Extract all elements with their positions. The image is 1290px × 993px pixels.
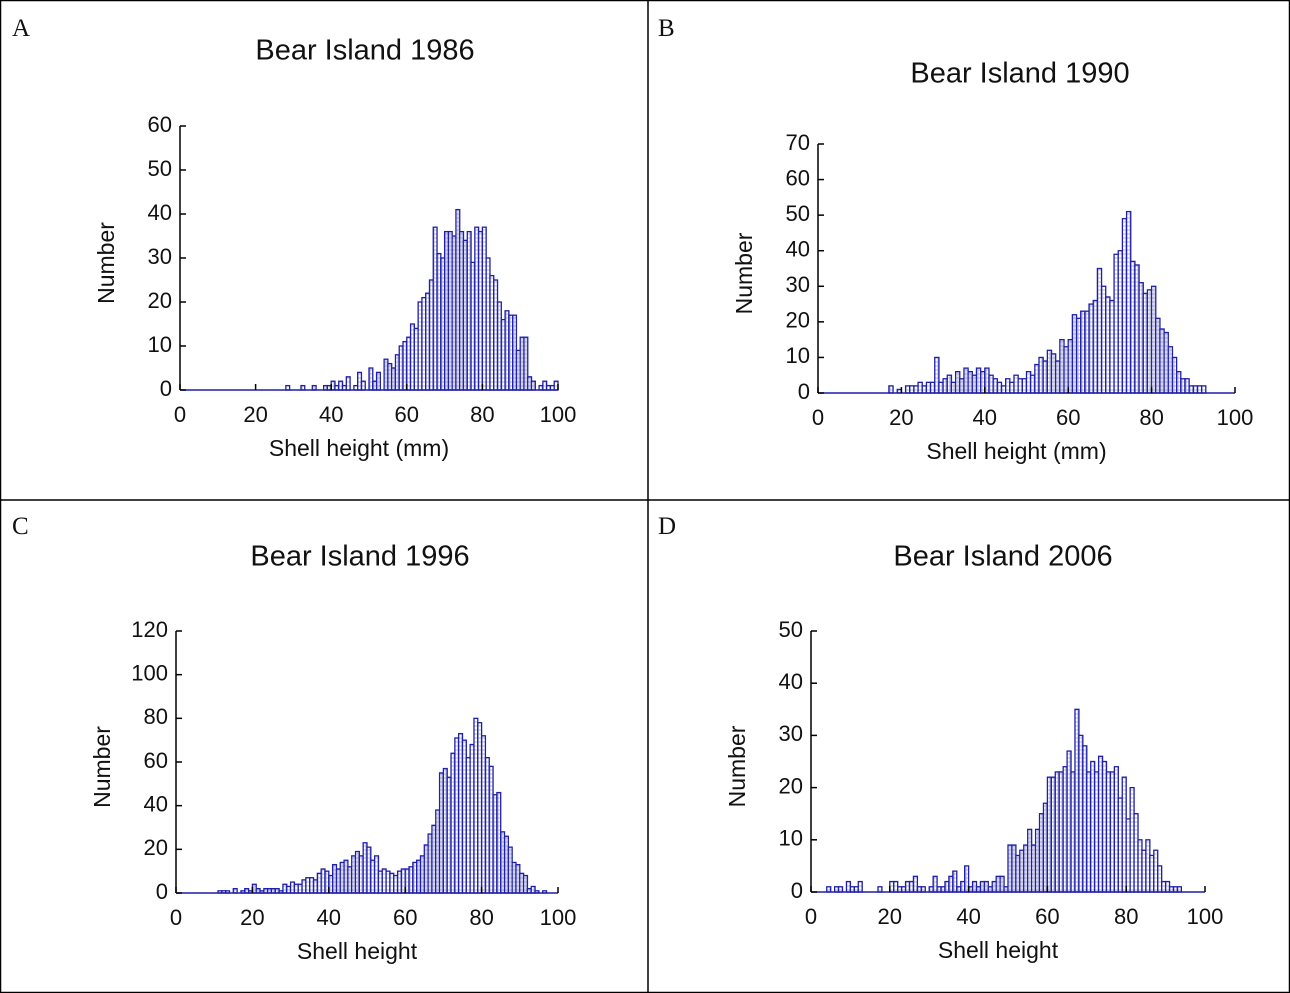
x-tick-label: 80	[1139, 405, 1163, 430]
bar	[837, 886, 844, 893]
bar	[877, 886, 883, 893]
y-tick-label: 30	[148, 244, 172, 269]
bar	[345, 376, 351, 391]
y-tick-label: 20	[779, 773, 803, 798]
y-tick-label: 0	[791, 878, 803, 903]
y-tick-label: 40	[779, 669, 803, 694]
x-axis-label: Shell height (mm)	[269, 435, 449, 461]
x-axis-label: Shell height	[938, 937, 1059, 963]
y-tick-label: 40	[786, 237, 810, 262]
y-tick-label: 40	[148, 200, 172, 225]
bar	[857, 880, 863, 893]
y-tick-label: 10	[779, 826, 803, 851]
x-tick-label: 40	[319, 402, 343, 427]
panel-label: C	[12, 513, 29, 540]
x-tick-label: 60	[393, 905, 417, 930]
y-tick-label: 20	[148, 288, 172, 313]
y-tick-label: 0	[798, 379, 810, 404]
x-tick-label: 100	[1187, 904, 1224, 929]
x-tick-label: 0	[170, 905, 182, 930]
x-tick-label: 40	[956, 904, 980, 929]
y-tick-label: 80	[144, 704, 168, 729]
bar	[920, 886, 926, 893]
bar	[1176, 886, 1183, 893]
x-tick-label: 60	[1035, 904, 1059, 929]
x-tick-label: 0	[805, 904, 817, 929]
x-tick-label: 40	[317, 905, 341, 930]
bar	[826, 886, 832, 893]
panel-label: D	[658, 513, 676, 540]
y-tick-label: 50	[786, 201, 810, 226]
x-tick-label: 80	[469, 905, 493, 930]
y-tick-label: 60	[148, 112, 172, 137]
y-tick-label: 10	[786, 343, 810, 368]
x-tick-label: 20	[878, 904, 902, 929]
chart-title: Bear Island 2006	[893, 541, 1112, 573]
x-tick-label: 20	[243, 402, 267, 427]
y-axis-label: Number	[89, 726, 115, 808]
chart-title: Bear Island 1986	[255, 35, 474, 67]
y-tick-label: 120	[131, 617, 168, 642]
x-tick-label: 20	[240, 905, 264, 930]
x-tick-label: 80	[1114, 904, 1138, 929]
x-tick-label: 0	[812, 405, 824, 430]
y-tick-label: 70	[786, 130, 810, 155]
x-tick-label: 100	[540, 905, 577, 930]
y-tick-label: 20	[786, 308, 810, 333]
x-tick-label: 100	[1217, 405, 1254, 430]
y-tick-label: 30	[786, 272, 810, 297]
bar	[375, 371, 381, 391]
y-axis-label: Number	[731, 232, 757, 314]
bar	[888, 385, 894, 394]
y-tick-label: 100	[131, 660, 168, 685]
y-tick-label: 40	[144, 791, 168, 816]
y-axis-label: Number	[93, 222, 119, 304]
y-tick-label: 20	[144, 835, 168, 860]
y-tick-label: 60	[786, 165, 810, 190]
bar	[1200, 385, 1207, 394]
y-tick-label: 50	[779, 617, 803, 642]
x-tick-label: 40	[973, 405, 997, 430]
chart-title: Bear Island 1996	[250, 541, 469, 573]
panel-label: B	[658, 15, 675, 42]
y-tick-label: 0	[156, 879, 168, 904]
x-axis-label: Shell height (mm)	[926, 438, 1106, 464]
x-tick-label: 60	[395, 402, 419, 427]
x-tick-label: 60	[1056, 405, 1080, 430]
chart-title: Bear Island 1990	[910, 58, 1129, 90]
x-tick-label: 0	[174, 402, 186, 427]
y-axis-label: Number	[724, 725, 750, 807]
bar	[530, 380, 536, 391]
x-tick-label: 80	[470, 402, 494, 427]
y-tick-label: 60	[144, 748, 168, 773]
y-tick-label: 50	[148, 156, 172, 181]
x-tick-label: 20	[889, 405, 913, 430]
x-tick-label: 100	[540, 402, 577, 427]
y-tick-label: 30	[779, 721, 803, 746]
bar	[360, 380, 366, 391]
x-axis-label: Shell height	[297, 938, 418, 964]
y-tick-label: 0	[160, 376, 172, 401]
y-tick-label: 10	[148, 332, 172, 357]
panel-label: A	[12, 15, 30, 42]
